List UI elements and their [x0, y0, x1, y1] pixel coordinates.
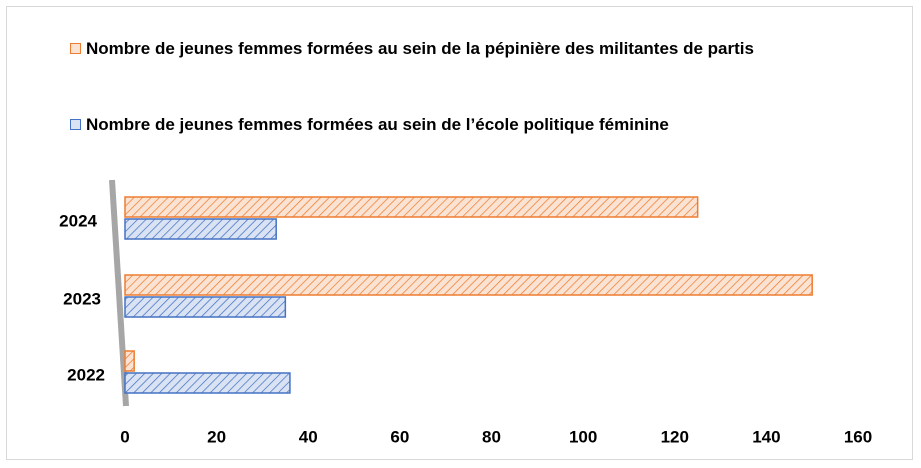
- legend-swatch: [70, 43, 81, 54]
- legend-entry: Nombre de jeunes femmes formées au sein …: [70, 36, 866, 62]
- x-tick-label: 60: [390, 427, 409, 446]
- bar: [124, 296, 287, 318]
- x-tick-label: 40: [299, 427, 318, 446]
- bar: [124, 196, 699, 218]
- x-tick-label: 100: [569, 427, 597, 446]
- chart-frame: [6, 6, 913, 460]
- x-tick-label: 0: [120, 427, 129, 446]
- x-tick-label: 140: [752, 427, 780, 446]
- x-tick-label: 160: [844, 427, 872, 446]
- y-tick-label: 2022: [67, 365, 105, 384]
- y-tick-label: 2024: [59, 211, 97, 230]
- bar: [124, 350, 135, 372]
- bar: [124, 274, 813, 296]
- legend-label: Nombre de jeunes femmes formées au sein …: [86, 39, 754, 58]
- axis-wall: [109, 179, 129, 407]
- x-tick-label: 120: [661, 427, 689, 446]
- legend-label: Nombre de jeunes femmes formées au sein …: [86, 115, 669, 134]
- y-tick-label: 2023: [63, 289, 101, 308]
- x-tick-label: 80: [482, 427, 501, 446]
- legend-swatch: [70, 119, 81, 130]
- bar: [124, 372, 291, 394]
- bar: [124, 218, 277, 240]
- legend-entry: Nombre de jeunes femmes formées au sein …: [70, 112, 866, 138]
- x-tick-label: 20: [207, 427, 226, 446]
